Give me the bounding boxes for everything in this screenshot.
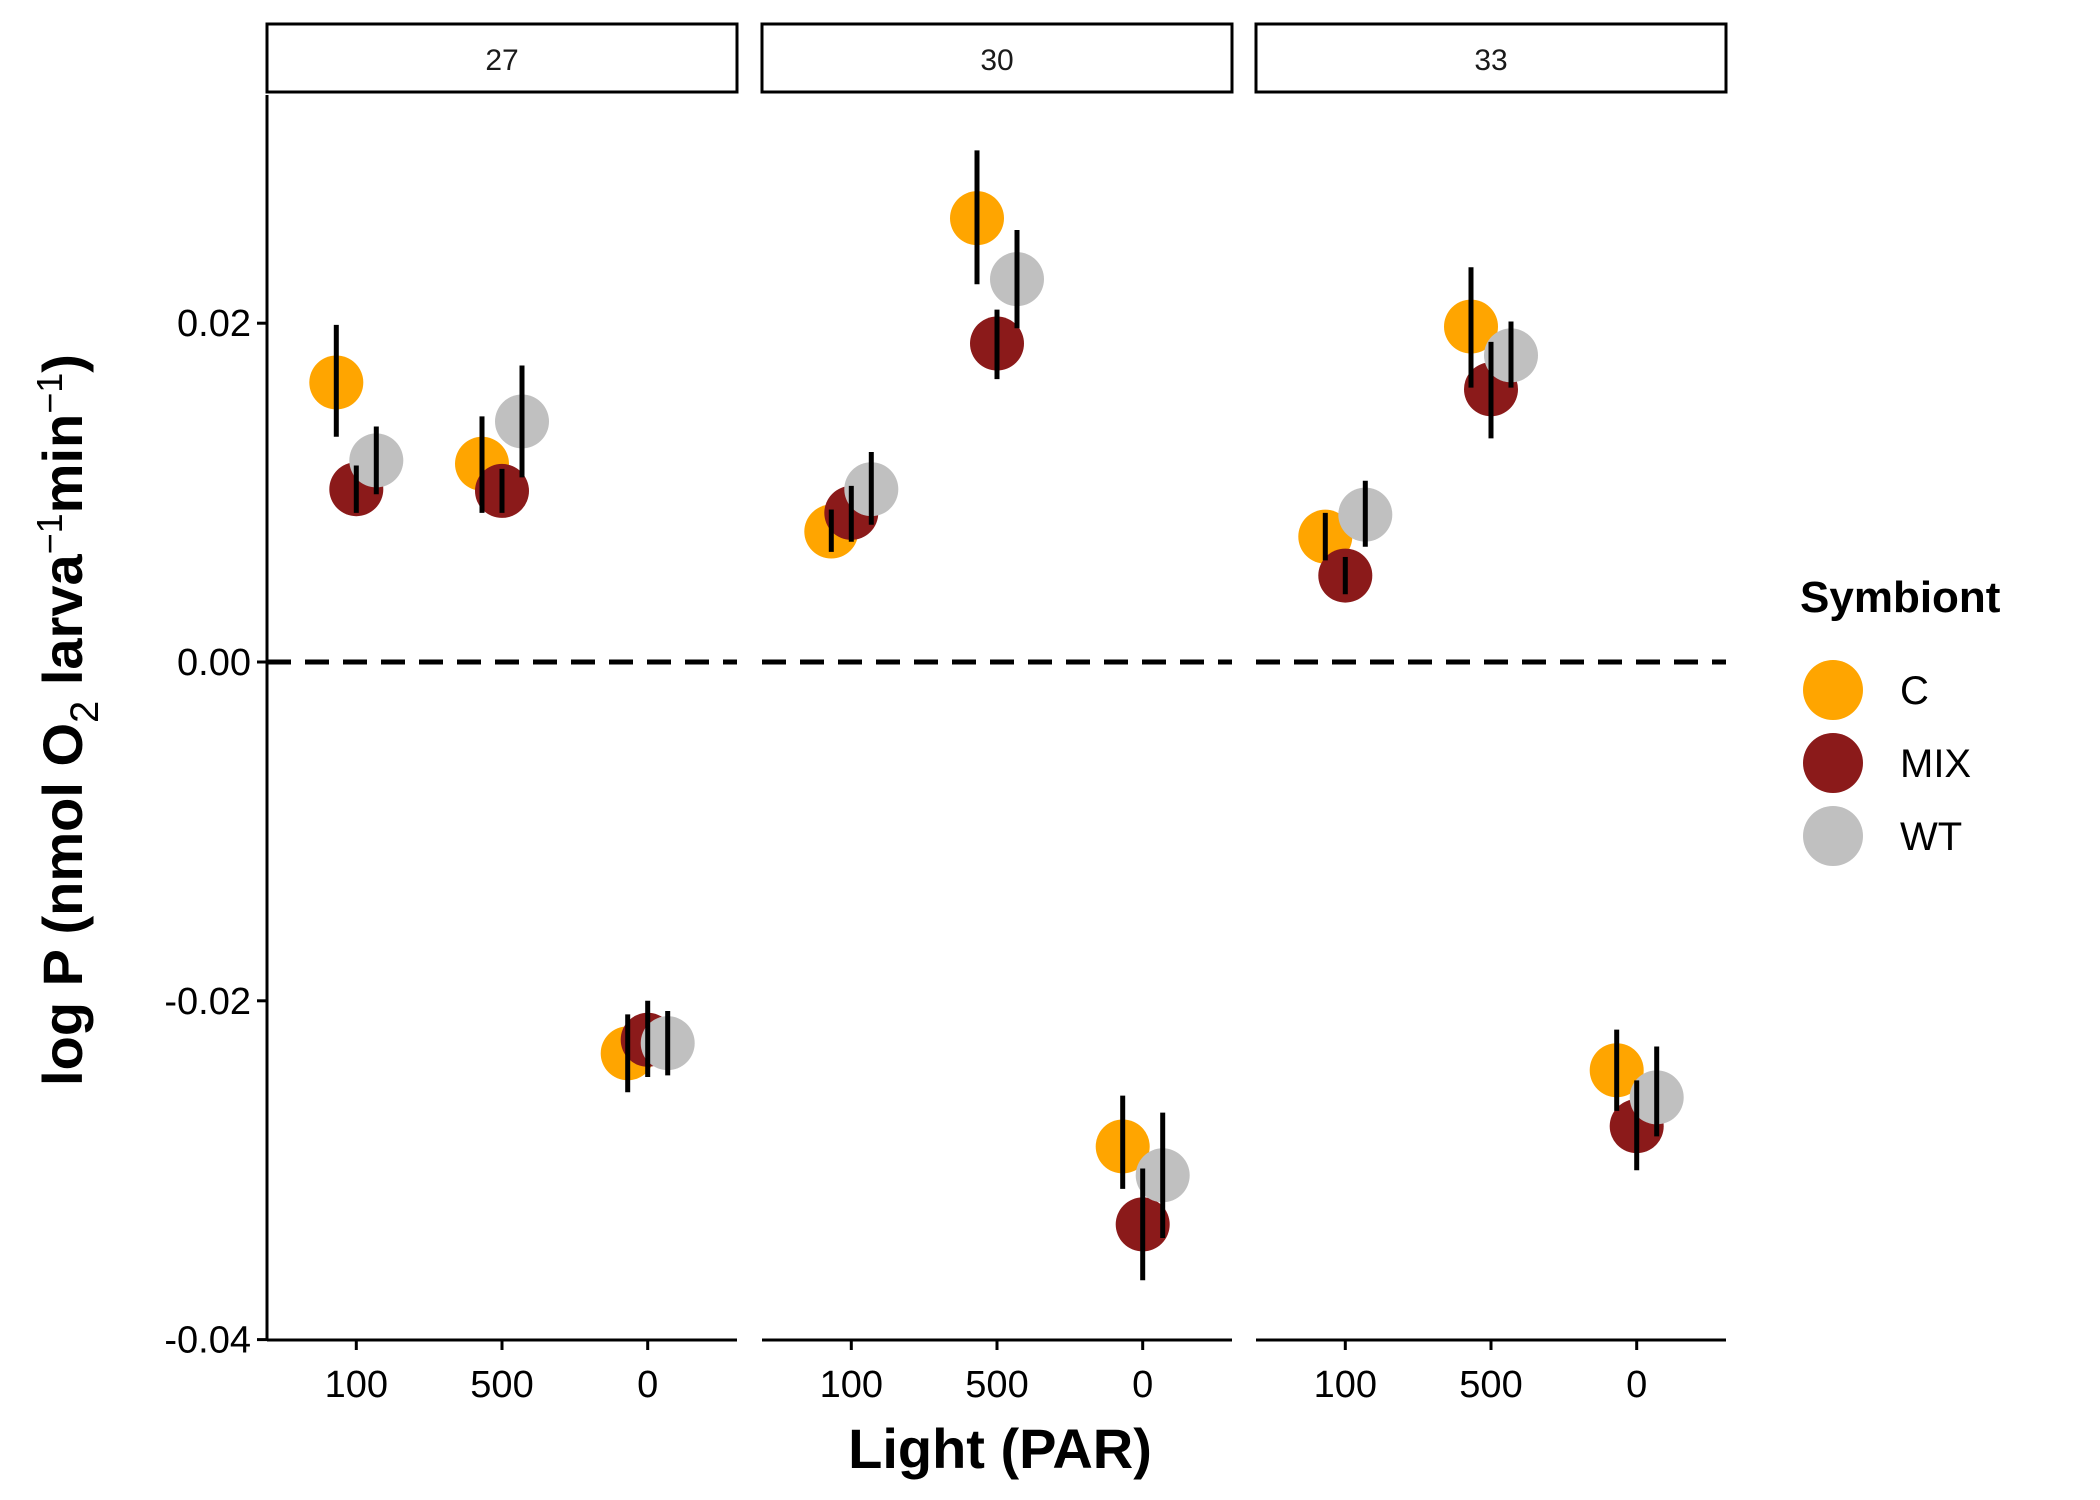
- facet-strip: [760, 22, 1234, 94]
- y-axis-title-part: ): [31, 354, 94, 373]
- legend-label: C: [1900, 669, 1929, 713]
- y-axis-title-subscript: 2: [63, 701, 107, 723]
- x-tick-label: 0: [1626, 1364, 1647, 1406]
- facet-strip-label: 30: [980, 44, 1013, 77]
- axes: [257, 95, 1726, 1350]
- x-tick-label: 100: [325, 1364, 388, 1406]
- x-tick-label: 100: [1314, 1364, 1377, 1406]
- legend-title: Symbiont: [1800, 573, 2001, 622]
- x-tick-label: 0: [1132, 1364, 1153, 1406]
- y-axis-title-part: larva: [31, 554, 94, 701]
- facet-strip-label: 33: [1474, 44, 1507, 77]
- x-axis-title: Light (PAR): [848, 1417, 1152, 1480]
- x-tick-label: 500: [1459, 1364, 1522, 1406]
- x-tick-label: 100: [820, 1364, 883, 1406]
- data-marks: [309, 150, 1684, 1281]
- x-tick-label: 0: [637, 1364, 658, 1406]
- y-tick-labels: -0.04 -0.02 0.00 0.02: [164, 303, 251, 1361]
- y-tick-label: 0.00: [177, 642, 251, 684]
- legend-key: [1803, 806, 1863, 866]
- x-tick-labels: 100 500 0 100 500 0 100 500 0: [325, 1364, 1648, 1406]
- y-axis-title-part: min: [31, 414, 94, 514]
- y-tick-label: -0.04: [164, 1320, 251, 1362]
- x-tick-label: 500: [965, 1364, 1028, 1406]
- facet-strips: 27 30 33: [265, 22, 1728, 94]
- legend: Symbiont C MIX WT: [1800, 573, 2001, 866]
- facet-strip: [265, 22, 739, 94]
- y-tick-label: -0.02: [164, 981, 251, 1023]
- facet-strip-label: 27: [485, 44, 518, 77]
- x-tick-label: 500: [470, 1364, 533, 1406]
- legend-key: [1803, 660, 1863, 720]
- y-axis-title-part: log P (nmol O: [31, 723, 94, 1086]
- y-axis-title: log P (nmol O2 larva−1min−1): [29, 354, 107, 1086]
- facet-strip: [1254, 22, 1728, 94]
- legend-label: WT: [1900, 815, 1962, 859]
- y-axis-title-superscript: −1: [29, 513, 70, 554]
- y-tick-label: 0.02: [177, 303, 251, 345]
- legend-key: [1803, 733, 1863, 793]
- legend-label: MIX: [1900, 742, 1971, 786]
- y-axis-title-superscript: −1: [29, 373, 70, 414]
